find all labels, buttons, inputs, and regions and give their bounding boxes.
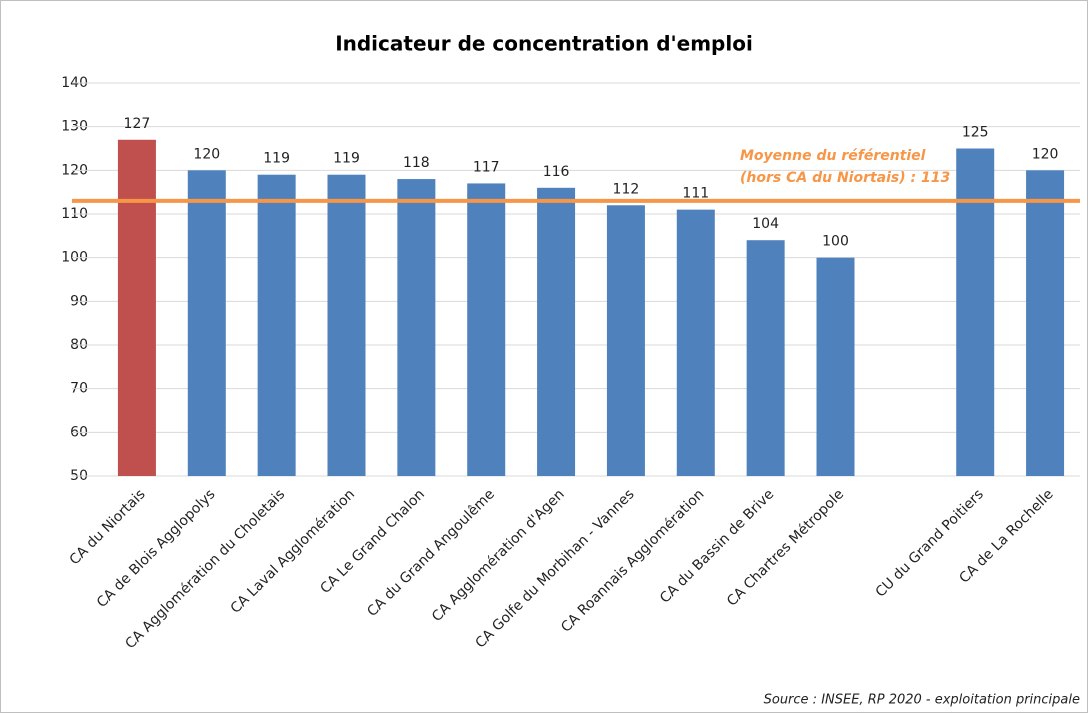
data-label: 119 bbox=[333, 151, 360, 167]
data-label: 118 bbox=[403, 155, 430, 171]
reference-label: Moyenne du référentiel bbox=[740, 148, 926, 164]
bar bbox=[1026, 170, 1065, 477]
data-label: 117 bbox=[473, 159, 500, 175]
data-label: 116 bbox=[543, 164, 570, 180]
data-label: 104 bbox=[752, 216, 779, 232]
bar bbox=[327, 174, 366, 476]
data-label: 119 bbox=[263, 151, 290, 167]
data-label: 112 bbox=[613, 181, 640, 197]
bar bbox=[117, 139, 156, 476]
bar bbox=[956, 148, 995, 476]
data-label: 120 bbox=[193, 146, 220, 162]
bar bbox=[606, 205, 645, 476]
data-label: 111 bbox=[682, 186, 709, 202]
bar bbox=[257, 174, 296, 476]
data-label: 127 bbox=[124, 116, 151, 132]
source-note: Source : INSEE, RP 2020 - exploitation p… bbox=[764, 693, 1080, 708]
data-label: 120 bbox=[1032, 146, 1059, 162]
bar bbox=[397, 179, 436, 477]
bar bbox=[537, 187, 576, 477]
bar bbox=[676, 209, 715, 476]
data-label: 125 bbox=[962, 125, 989, 141]
bar bbox=[746, 240, 785, 476]
bar bbox=[467, 183, 506, 476]
chart-title: Indicateur de concentration d'emploi bbox=[335, 32, 753, 56]
bar bbox=[816, 257, 855, 476]
reference-label: (hors CA du Niortais) : 113 bbox=[740, 170, 950, 186]
bar bbox=[187, 170, 226, 477]
data-label: 100 bbox=[822, 234, 849, 250]
